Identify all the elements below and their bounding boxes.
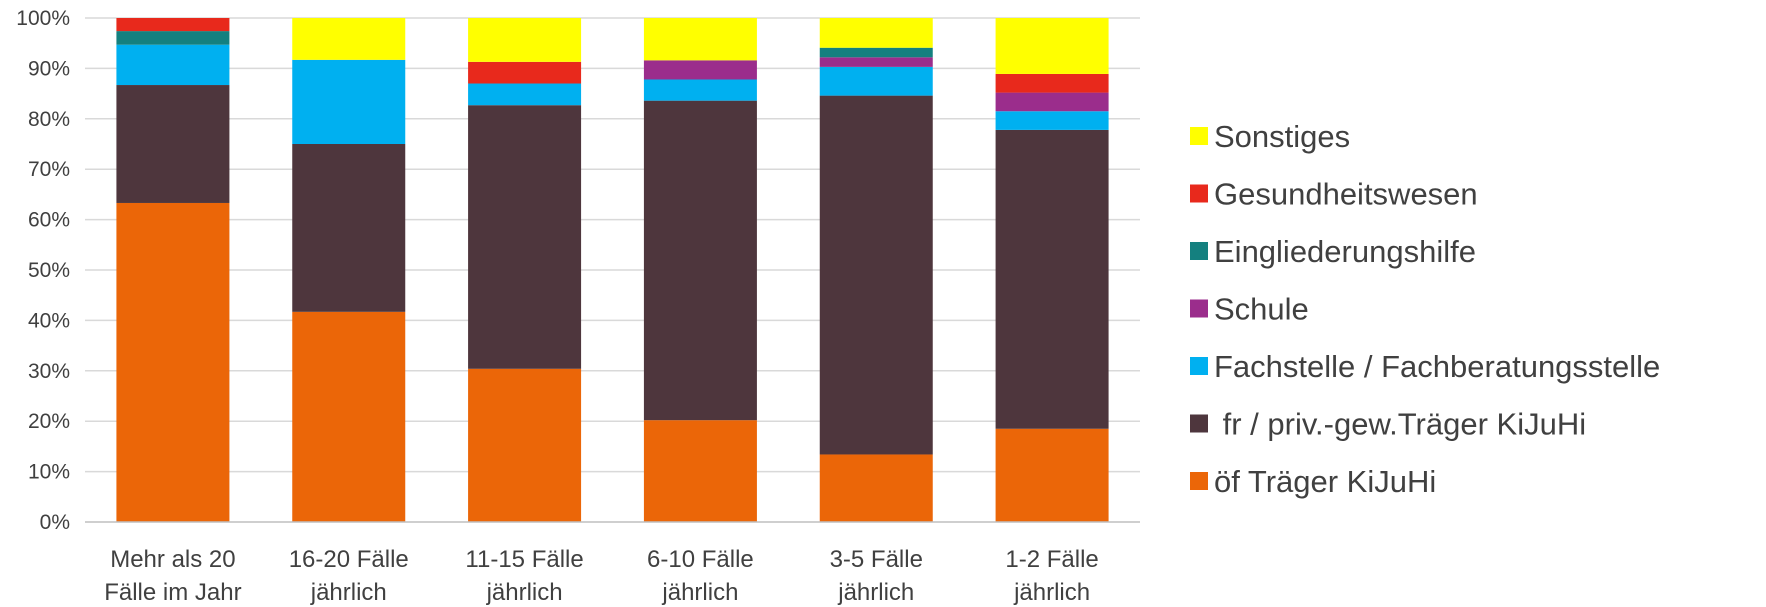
- y-tick-label: 10%: [28, 461, 70, 484]
- bar-segment: [468, 105, 582, 369]
- bar-segment: [116, 44, 230, 86]
- bar-segment: [116, 85, 230, 203]
- x-category-label: 1-2 Fälle: [1005, 546, 1098, 573]
- y-tick-label: 0%: [40, 511, 70, 534]
- legend: Sonstiges Gesundheitswesen Eingliederungsh…: [1190, 119, 1660, 499]
- bar-segment: [468, 18, 582, 62]
- legend-swatch: [1190, 299, 1208, 318]
- bar-segment: [819, 66, 933, 96]
- x-category-label: jährlich: [661, 579, 738, 606]
- legend-swatch: [1190, 472, 1208, 490]
- y-tick-label: 40%: [28, 309, 70, 332]
- x-category-label: jährlich: [837, 579, 914, 606]
- x-category-label: 3-5 Fälle: [830, 546, 923, 573]
- bar-segment: [819, 95, 933, 455]
- y-tick-label: 20%: [28, 410, 70, 433]
- bar-segment: [468, 83, 582, 106]
- bar-segment: [643, 60, 757, 80]
- y-tick-label: 90%: [28, 57, 70, 80]
- y-tick-label: 80%: [28, 108, 70, 131]
- legend-swatch: [1190, 414, 1208, 433]
- bar-segment: [819, 57, 933, 67]
- legend-label: Eingliederungshilfe: [1214, 234, 1476, 269]
- bar-segment: [468, 61, 582, 84]
- x-category-label: Fälle im Jahr: [104, 579, 241, 606]
- x-category-label: 11-15 Fälle: [465, 546, 583, 573]
- bar-segment: [116, 18, 230, 32]
- bar-segment: [995, 18, 1109, 74]
- bar-segment: [995, 129, 1109, 429]
- x-category-label: jährlich: [486, 579, 563, 606]
- bars: [116, 18, 1109, 522]
- bar-segment: [819, 18, 933, 48]
- bar-segment: [819, 454, 933, 522]
- legend-swatch: [1190, 357, 1208, 375]
- y-tick-label: 70%: [28, 158, 70, 181]
- bar-segment: [643, 79, 757, 101]
- bar-segment: [292, 144, 406, 312]
- legend-swatch: [1190, 184, 1208, 203]
- bar-segment: [116, 31, 230, 45]
- gridlines: [85, 17, 1140, 473]
- x-category-label: jährlich: [310, 579, 387, 606]
- bar-segment: [643, 420, 757, 522]
- bar-segment: [995, 92, 1109, 112]
- bar-segment: [116, 202, 230, 522]
- x-category-label: 6-10 Fälle: [647, 546, 754, 573]
- y-tick-label: 100%: [16, 7, 70, 30]
- legend-label: öf Träger KiJuHi: [1214, 464, 1436, 499]
- legend-label: Sonstiges: [1214, 119, 1350, 154]
- y-tick-label: 30%: [28, 360, 70, 383]
- x-category-label: Mehr als 20: [110, 546, 235, 573]
- bar-segment: [819, 47, 933, 58]
- y-tick-label: 50%: [28, 259, 70, 282]
- x-axis-categories: Mehr als 20 Fälle im Jahr 16-20 Fälle jährl…: [104, 546, 1099, 606]
- legend-swatch: [1190, 127, 1208, 145]
- bar-segment: [643, 100, 757, 421]
- bar-segment: [995, 111, 1109, 130]
- legend-label: Fachstelle / Fachberatungsstelle: [1214, 349, 1660, 384]
- bar-segment: [292, 59, 406, 144]
- x-category-label: 16-20 Fälle: [289, 546, 409, 573]
- x-category-label: jährlich: [1013, 579, 1090, 606]
- bar-segment: [995, 73, 1109, 93]
- legend-label: Gesundheitswesen: [1214, 177, 1478, 212]
- legend-label: fr / priv.-gew.Träger KiJuHi: [1214, 407, 1586, 442]
- bar-segment: [643, 18, 757, 61]
- y-tick-label: 60%: [28, 209, 70, 232]
- bar-segment: [292, 311, 406, 522]
- legend-swatch: [1190, 242, 1208, 260]
- bar-segment: [468, 368, 582, 522]
- legend-label: Schule: [1214, 292, 1309, 327]
- bar-segment: [292, 18, 406, 60]
- bar-segment: [995, 428, 1109, 522]
- y-axis-ticks: 0% 10% 20% 30% 40% 50% 60% 70% 80% 90% 100%: [16, 7, 70, 534]
